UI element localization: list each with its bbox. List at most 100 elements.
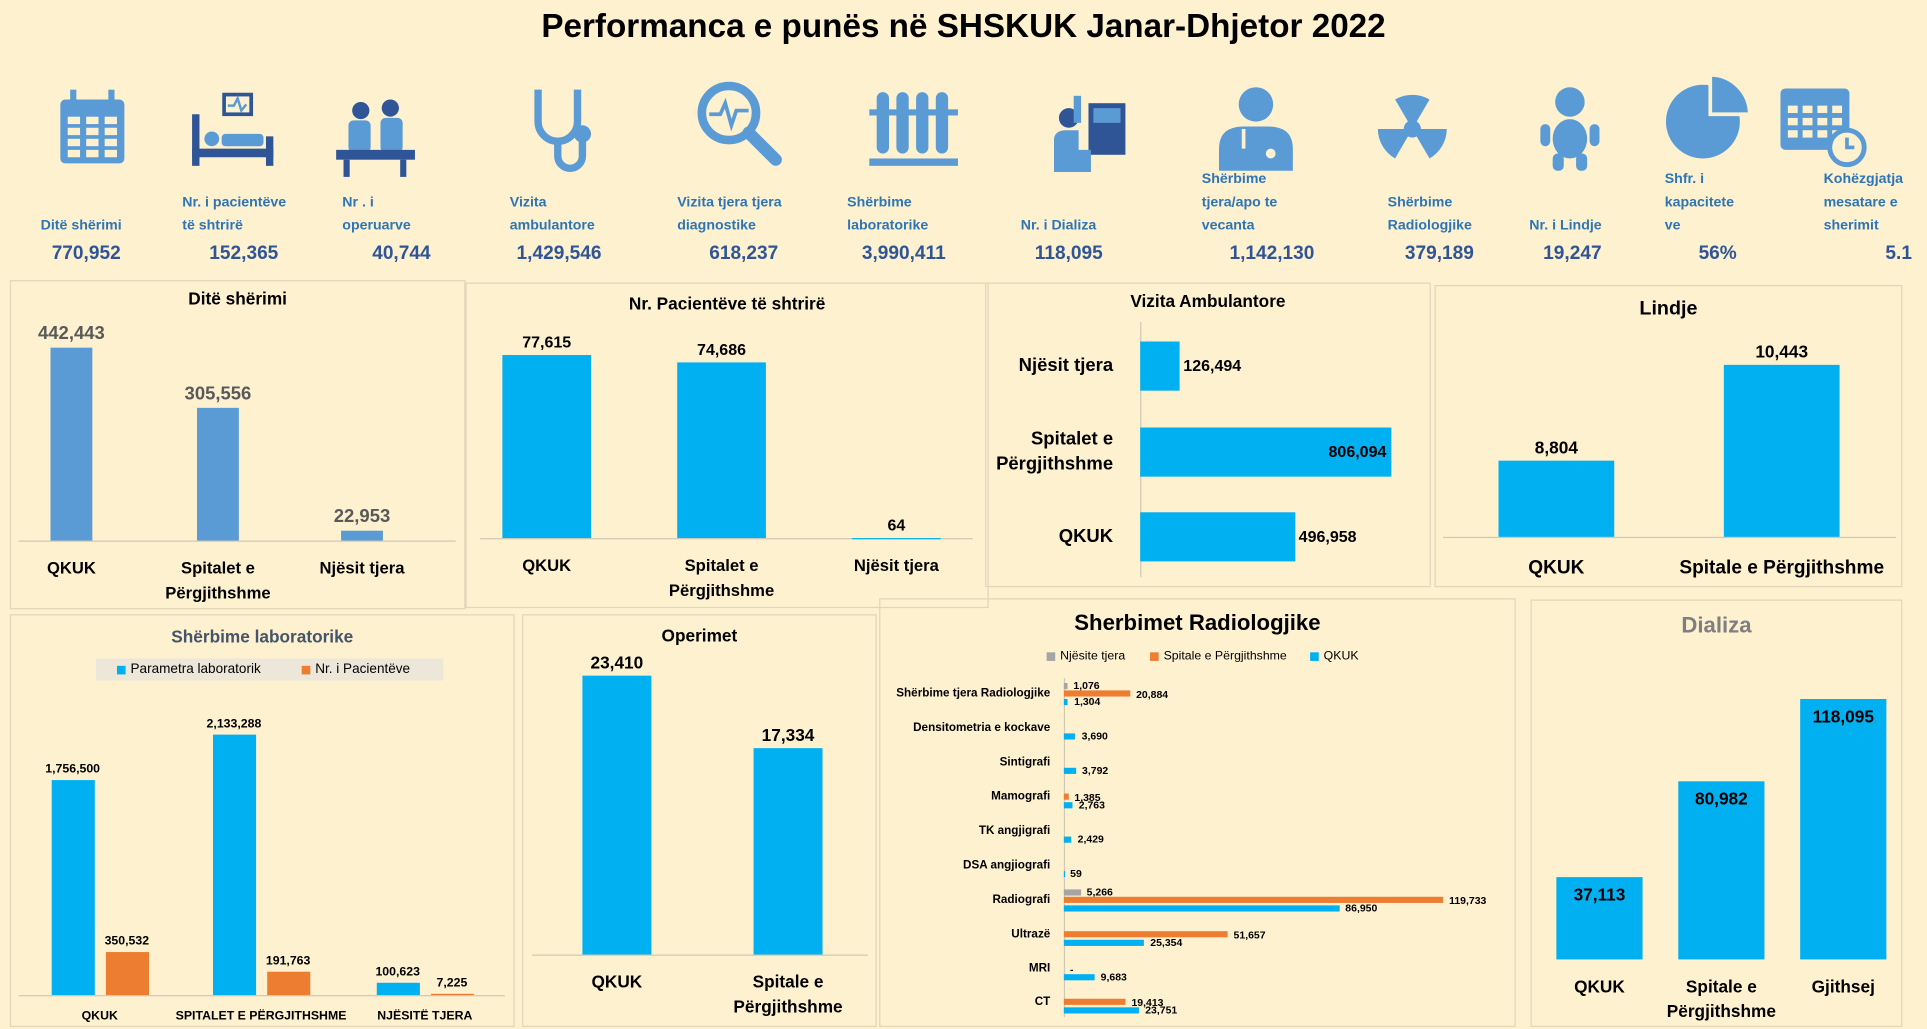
bar: [1140, 512, 1295, 561]
legend-label: Njësite tjera: [1060, 649, 1125, 663]
kpi-label: Nr. i Lindje: [1529, 215, 1652, 238]
icon-shape: [222, 134, 264, 146]
chart-title: Dializa: [1532, 613, 1901, 639]
bar: [1064, 889, 1081, 895]
icon-shape: [1395, 95, 1429, 129]
bar: [51, 780, 94, 995]
icon-shape: [43, 80, 142, 178]
value-label: 59: [1070, 864, 1082, 884]
bar: [1064, 698, 1068, 704]
kpi-value: 118,095: [995, 243, 1143, 265]
y-axis: [1064, 678, 1065, 1017]
value-label: 37,113: [1526, 885, 1674, 905]
x-tick-label: Njësit tjera: [829, 554, 964, 579]
legend-swatch: [1310, 652, 1319, 661]
kpi-value: 770,952: [12, 243, 160, 265]
value-label: 496,958: [1299, 527, 1357, 547]
bar: [50, 348, 92, 540]
icon-shape: [105, 150, 117, 157]
x-axis: [18, 541, 455, 542]
value-label: 9,683: [1101, 967, 1127, 987]
x-tick-label: Gjithsej: [1776, 974, 1911, 999]
kpi-value: 618,237: [670, 243, 818, 265]
value-label: 86,950: [1345, 898, 1377, 918]
x-tick-label: Spitalet e Përgjithshme: [654, 554, 789, 603]
x-tick-label: Spitale e Përgjithshme: [720, 969, 855, 1018]
legend-swatch: [1150, 652, 1159, 661]
icon-shape: [749, 133, 776, 160]
icon-shape: [869, 158, 958, 165]
x-axis: [532, 955, 868, 956]
icon-shape: [864, 80, 963, 178]
bar: [1064, 767, 1076, 773]
kpi-icon: [1521, 80, 1620, 178]
kpi-label: Shfr. i kapacitete ve: [1665, 168, 1739, 238]
icon-shape: [86, 117, 98, 124]
kpi-icon: [326, 86, 425, 184]
icon-shape: [68, 117, 80, 124]
icon-shape: [1521, 80, 1620, 178]
x-tick-label: QKUK: [4, 556, 139, 581]
chart-title: Shërbime laboratorike: [11, 627, 513, 647]
bar: [1064, 733, 1076, 739]
value-label: 25,354: [1150, 932, 1182, 952]
value-label: 64: [823, 516, 971, 534]
y-tick-label: Njësit tjera: [965, 339, 1113, 393]
icon-shape: [1773, 74, 1872, 172]
icon-shape: [538, 90, 577, 142]
icon-shape: [336, 150, 415, 160]
chart-title: Operimet: [523, 625, 875, 645]
value-label: 77,615: [473, 333, 621, 351]
icon-shape: [86, 128, 98, 135]
bar: [267, 972, 310, 995]
page-title: Performanca e punës në SHSKUK Janar-Dhje…: [0, 7, 1927, 45]
value-label: 8,804: [1482, 437, 1630, 457]
panel: Operimet: [522, 614, 877, 1027]
legend-swatch: [117, 665, 126, 674]
x-tick-label: Spitale e Përgjithshme: [1646, 556, 1917, 581]
kpi-value: 3,990,411: [830, 243, 978, 265]
icon-shape: [1590, 124, 1600, 146]
icon-shape: [1803, 106, 1813, 113]
kpi-value: 19,247: [1499, 243, 1647, 265]
chart-title: Ditë shërimi: [11, 289, 464, 309]
bar: [341, 531, 383, 541]
kpi-value: 379,189: [1366, 243, 1514, 265]
kpi-icon: [1773, 74, 1872, 172]
x-axis: [480, 538, 973, 539]
x-tick-label: QKUK: [549, 969, 684, 994]
icon-shape: [1817, 118, 1827, 125]
icon-shape: [68, 139, 80, 146]
icon-shape: [348, 120, 370, 152]
value-label: 22,953: [288, 506, 436, 527]
value-label: 7,225: [378, 977, 526, 991]
value-label: 74,686: [648, 340, 796, 358]
icon-shape: [1207, 77, 1306, 175]
legend-swatch: [1047, 652, 1056, 661]
kpi-label: Vizita tjera tjera diagnostike: [677, 192, 800, 239]
icon-shape: [1788, 130, 1798, 137]
icon-shape: [1817, 106, 1827, 113]
value-label: 1,304: [1074, 692, 1100, 712]
icon-shape: [380, 118, 402, 152]
bar: [677, 362, 766, 538]
bar: [1064, 974, 1095, 980]
bar: [1064, 931, 1228, 937]
icon-shape: [105, 117, 117, 124]
legend-label: Nr. i Pacientëve: [315, 662, 410, 677]
bar: [1140, 342, 1179, 391]
y-tick-label: Spitalet e Përgjithshme: [965, 425, 1113, 479]
legend-item: Nr. i Pacientëve: [302, 660, 410, 680]
icon-shape: [105, 139, 117, 146]
chart-title: Nr. Pacientëve të shtrirë: [467, 294, 988, 314]
value-label: 20,884: [1136, 684, 1168, 704]
icon-shape: [1378, 129, 1412, 158]
x-tick-label: Njësit tjera: [294, 556, 429, 581]
bar: [1064, 999, 1125, 1005]
kpi-label: Shërbime laboratorike: [847, 192, 946, 239]
icon-shape: [228, 98, 246, 110]
icon-shape: [511, 80, 610, 178]
icon-shape: [1093, 108, 1120, 123]
x-axis: [1443, 537, 1896, 538]
bar: [1064, 1007, 1139, 1013]
